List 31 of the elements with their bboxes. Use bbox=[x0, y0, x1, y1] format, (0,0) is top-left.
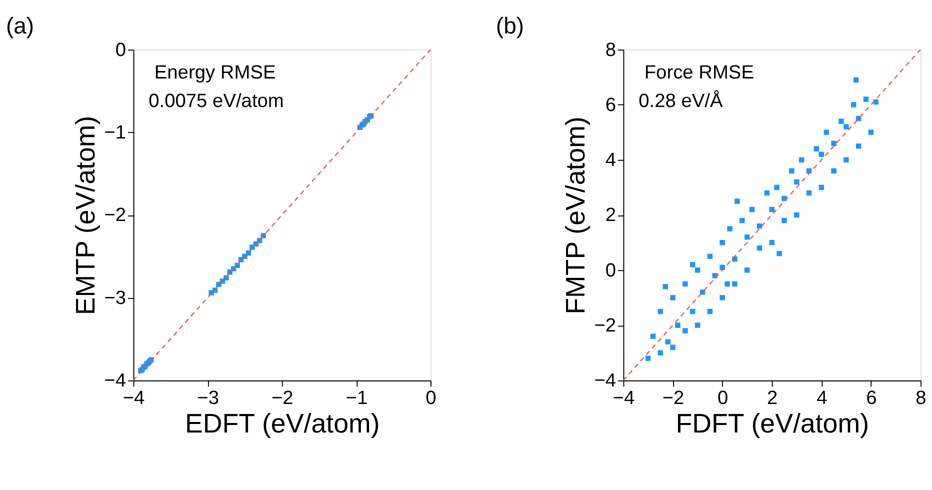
y-axis-title: FMTP (eV/atom) bbox=[560, 116, 591, 314]
y-tick-label: −3 bbox=[104, 288, 126, 309]
chart-title: (a) bbox=[6, 12, 34, 38]
annotation: Force RMSE bbox=[644, 62, 754, 84]
x-tick-label: −1 bbox=[346, 388, 368, 409]
chart-title: (b) bbox=[496, 12, 524, 38]
y-tick-label: 8 bbox=[605, 40, 616, 61]
annotation: Energy RMSE bbox=[154, 62, 276, 84]
annotation: 0.28 eV/Å bbox=[638, 90, 723, 112]
x-tick-label: 0 bbox=[717, 388, 728, 409]
y-tick-label: 2 bbox=[605, 205, 616, 226]
y-tick-label: −2 bbox=[594, 315, 616, 336]
y-tick-label: 0 bbox=[115, 40, 126, 61]
y-axis-title: EMTP (eV/atom) bbox=[70, 116, 101, 316]
y-tick-label: 6 bbox=[605, 94, 616, 116]
y-tick-label: 4 bbox=[605, 150, 616, 172]
x-axis-title: EDFT (eV/atom) bbox=[184, 408, 380, 439]
x-tick-label: 2 bbox=[767, 388, 778, 409]
y-tick-label: −4 bbox=[594, 370, 616, 392]
y-tick-label: −1 bbox=[104, 122, 126, 144]
x-tick-label: 0 bbox=[426, 388, 436, 409]
x-tick-label: 4 bbox=[816, 388, 828, 409]
annotation: 0.0075 eV/atom bbox=[148, 91, 284, 112]
x-tick-label: −2 bbox=[662, 388, 684, 409]
y-tick-label: 0 bbox=[605, 260, 616, 282]
x-axis-title: FDFT (eV/atom) bbox=[676, 408, 869, 439]
x-tick-label: 6 bbox=[866, 388, 877, 409]
x-tick-label: 8 bbox=[916, 388, 926, 409]
x-tick-label: −2 bbox=[271, 388, 294, 409]
x-tick-label: −3 bbox=[197, 388, 219, 409]
y-tick-label: −2 bbox=[104, 205, 126, 226]
